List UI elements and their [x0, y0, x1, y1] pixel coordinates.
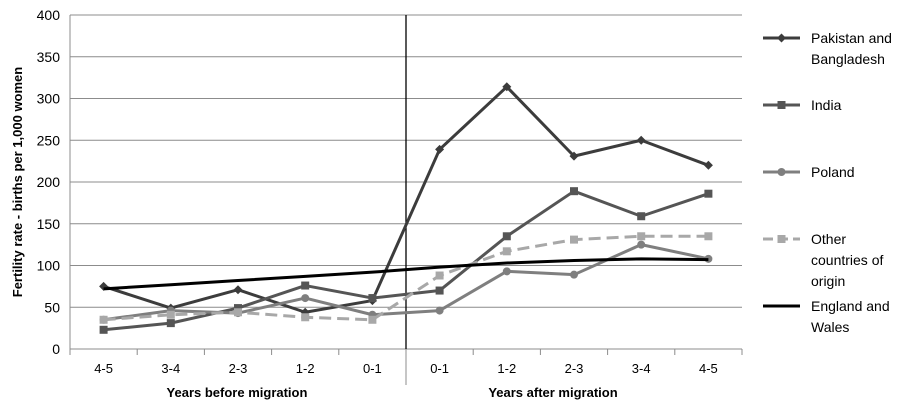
x-tick-label: 1-2: [296, 361, 315, 376]
series-line: [103, 257, 709, 291]
data-point: [502, 232, 511, 241]
data-point: [570, 270, 578, 279]
data-point: [502, 247, 511, 256]
y-axis-label: Fertility rate - births per 1,000 women: [10, 67, 25, 298]
axes: [69, 15, 743, 385]
legend-marker: [777, 101, 786, 109]
legend-label: England and Wales: [811, 298, 890, 335]
y-tick-label: 100: [37, 258, 61, 274]
series-line: [103, 85, 709, 314]
data-point: [166, 319, 175, 328]
legend-item: Poland: [763, 164, 855, 180]
y-tick-label: 0: [52, 341, 60, 357]
x-tick-label: 3-4: [632, 361, 651, 376]
data-point: [502, 82, 512, 92]
x-group-label-after: Years after migration: [488, 385, 617, 400]
data-point: [234, 304, 242, 313]
y-tick-label: 400: [37, 7, 61, 23]
data-point: [368, 315, 377, 324]
data-point: [569, 151, 579, 161]
legend-marker: [777, 168, 786, 176]
y-tick-label: 300: [37, 91, 61, 107]
data-point: [435, 286, 444, 295]
series-1: [99, 187, 713, 334]
series-line: [103, 234, 709, 322]
series-line: [103, 189, 709, 332]
legend-item: India: [763, 97, 842, 113]
x-tick-label: 2-3: [229, 361, 248, 376]
data-point: [502, 267, 511, 276]
data-point: [301, 281, 310, 290]
data-point: [637, 240, 646, 249]
data-point: [99, 325, 108, 334]
data-point: [704, 232, 713, 241]
series-3: [99, 232, 713, 324]
series-4: [103, 257, 709, 291]
data-point: [234, 308, 242, 317]
x-tick-label: 2-3: [565, 361, 584, 376]
y-tick-label: 150: [37, 216, 61, 232]
legend: Pakistan and Bangladesh India Poland Other co…: [763, 30, 892, 335]
legend-label: Other countries of origin: [811, 231, 883, 289]
x-tick-label: 0-1: [430, 361, 449, 376]
x-tick-label: 4-5: [94, 361, 113, 376]
data-point: [637, 232, 646, 241]
x-tick-label: 4-5: [699, 361, 718, 376]
legend-marker: [777, 235, 786, 243]
data-point: [570, 187, 578, 196]
data-point: [166, 310, 175, 319]
x-tick-label: 1-2: [497, 361, 516, 376]
y-tick-label: 350: [37, 49, 61, 65]
legend-item: Pakistan and Bangladesh: [763, 30, 892, 67]
x-tick-label: 0-1: [363, 361, 382, 376]
data-point: [368, 294, 377, 303]
x-tick-label: 3-4: [161, 361, 180, 376]
legend-label: Pakistan and Bangladesh: [811, 30, 892, 67]
legend-item: Other countries of origin: [763, 231, 883, 289]
y-tick-labels: 0 50 100 150 200 250 300 350 400: [37, 7, 61, 357]
x-group-label-before: Years before migration: [167, 385, 308, 400]
legend-label: India: [811, 97, 842, 113]
y-tick-label: 200: [37, 174, 61, 190]
data-point: [703, 160, 713, 170]
legend-item: England and Wales: [763, 298, 890, 335]
data-point: [301, 313, 310, 322]
legend-marker: [777, 33, 786, 43]
data-point: [435, 306, 444, 315]
data-point: [570, 235, 578, 244]
data-point: [636, 135, 646, 145]
legend-label: Poland: [811, 164, 855, 180]
series-lines: [99, 82, 713, 334]
data-point: [704, 189, 713, 198]
data-point: [435, 271, 444, 280]
data-point: [233, 285, 243, 295]
y-tick-label: 250: [37, 132, 61, 148]
data-point: [435, 144, 445, 154]
data-point: [99, 315, 108, 324]
y-tick-label: 50: [44, 299, 60, 315]
x-tick-labels: 4-5 3-4 2-3 1-2 0-1 0-1 1-2 2-3 3-4 4-5: [94, 361, 718, 376]
data-point: [637, 212, 646, 221]
data-point: [301, 294, 310, 303]
